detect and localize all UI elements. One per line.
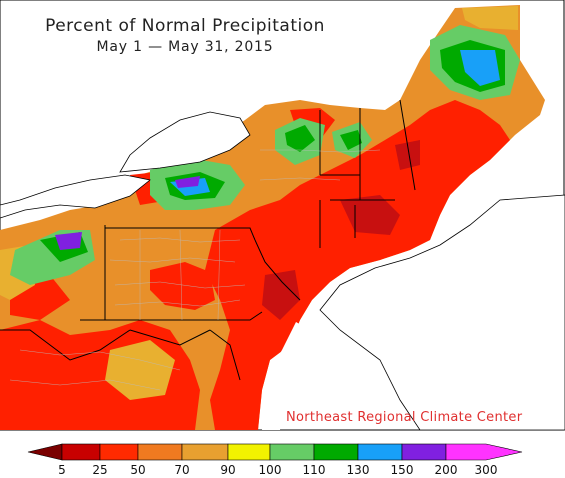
map-title: Percent of Normal Precipitation bbox=[45, 16, 325, 36]
legend-swatch bbox=[313, 443, 359, 461]
legend-swatch bbox=[269, 443, 315, 461]
legend-tick-label: 200 bbox=[434, 463, 458, 477]
legend-swatch bbox=[137, 443, 183, 461]
legend-tick-label: 100 bbox=[258, 463, 282, 477]
legend-swatch bbox=[99, 443, 139, 461]
legend-tick-label: 110 bbox=[302, 463, 326, 477]
state-boundaries bbox=[0, 99, 416, 381]
legend-tick-label: 50 bbox=[130, 463, 146, 477]
legend bbox=[27, 443, 523, 461]
legend-tick-label: 300 bbox=[474, 463, 498, 477]
legend-swatch bbox=[181, 443, 229, 461]
wet-region bbox=[10, 6, 520, 285]
lakes bbox=[0, 111, 565, 431]
legend-tick-label: 5 bbox=[58, 463, 66, 477]
legend-tick-label: 130 bbox=[346, 463, 370, 477]
legend-tick-label: 70 bbox=[174, 463, 190, 477]
credit-label: Northeast Regional Climate Center bbox=[286, 410, 523, 425]
legend-arrow-left bbox=[27, 443, 63, 461]
legend-tick-label: 150 bbox=[390, 463, 414, 477]
map-subtitle: May 1 — May 31, 2015 bbox=[96, 39, 274, 55]
legend-tick-label: 90 bbox=[220, 463, 236, 477]
legend-tick-label: 25 bbox=[92, 463, 108, 477]
county-boundaries bbox=[9, 149, 381, 391]
legend-swatch bbox=[357, 443, 403, 461]
legend-swatch bbox=[401, 443, 447, 461]
legend-swatch bbox=[61, 443, 101, 461]
legend-arrow-right bbox=[445, 443, 523, 461]
legend-swatch bbox=[227, 443, 271, 461]
